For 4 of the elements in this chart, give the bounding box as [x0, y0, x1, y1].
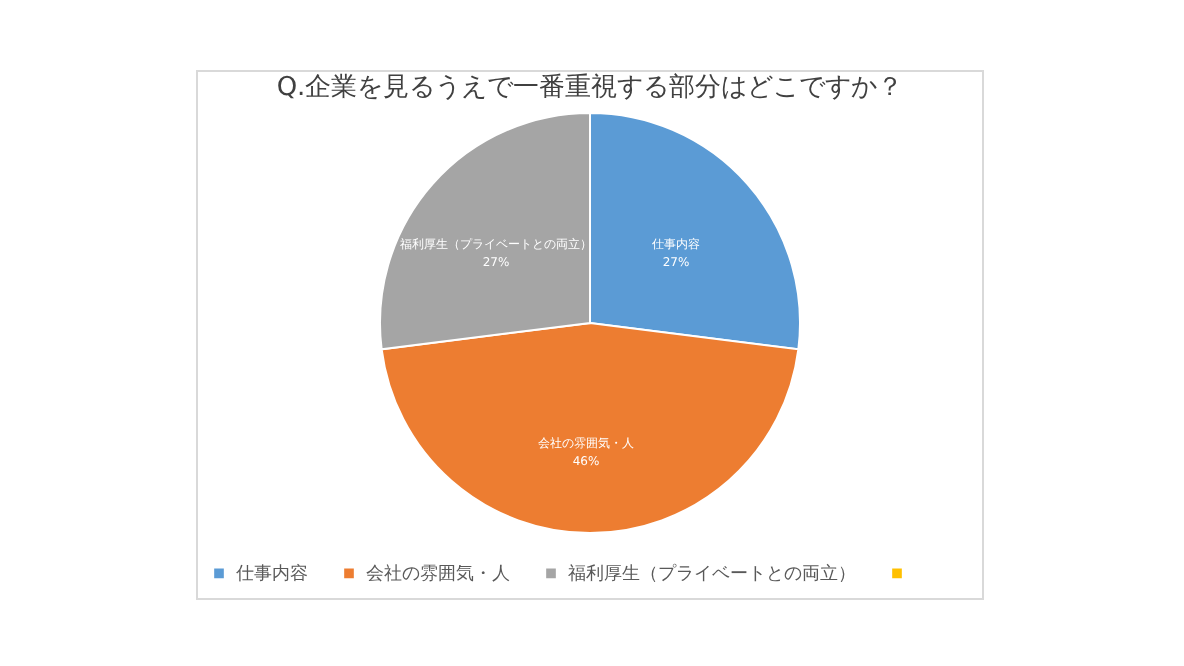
legend-label: 会社の雰囲気・人: [366, 563, 510, 586]
legend-label: 仕事内容: [236, 563, 308, 586]
legend-label: 福利厚生（プライベートとの両立）: [568, 563, 856, 586]
chart-title: Q.企業を見るうえで一番重視する部分はどこですか？: [276, 73, 904, 103]
